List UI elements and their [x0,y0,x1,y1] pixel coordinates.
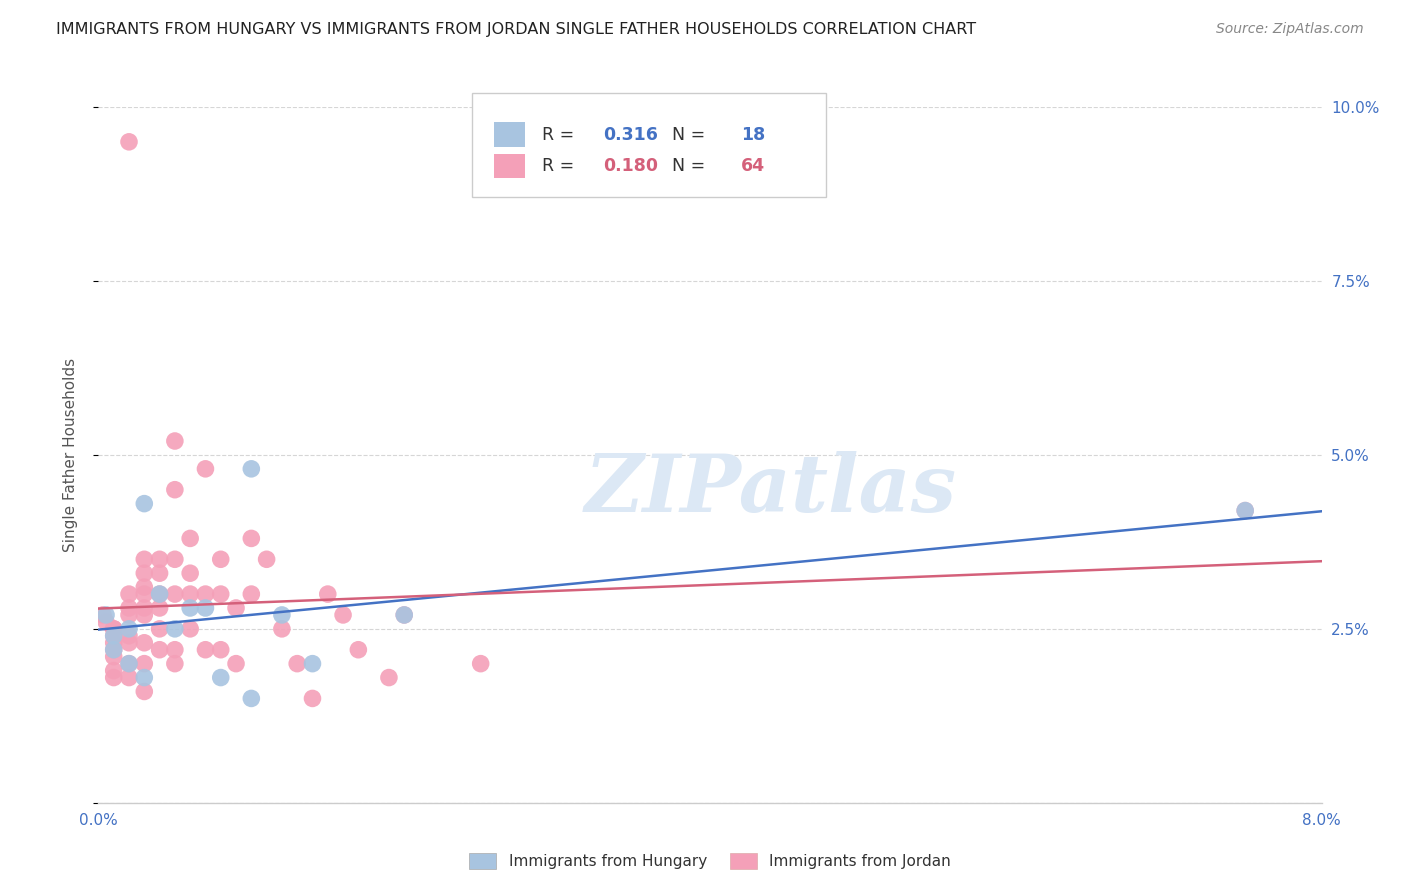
Point [91,607,114,622]
Point [134,552,156,566]
Point [134,580,156,594]
Point [194,642,217,657]
Point [134,607,156,622]
Point [118,629,141,643]
Point [134,684,156,698]
Text: 18: 18 [741,126,765,144]
Point [163,642,186,657]
Text: N =: N = [661,157,711,175]
Point [179,622,201,636]
Point [149,587,172,601]
Point [240,532,263,546]
Point [270,607,294,622]
Point [118,636,141,650]
Point [118,657,141,671]
Point [103,622,125,636]
Point [225,657,247,671]
Point [179,587,201,601]
Point [209,671,232,685]
Point [270,622,294,636]
Point [347,642,370,657]
Point [163,552,186,566]
Point [149,622,172,636]
Point [179,566,201,581]
Point [179,532,201,546]
Point [1234,503,1257,517]
Point [1234,503,1257,517]
Legend: Immigrants from Hungary, Immigrants from Jordan: Immigrants from Hungary, Immigrants from… [463,847,957,875]
Point [179,601,201,615]
Point [209,552,232,566]
Point [392,607,416,622]
Point [134,601,156,615]
Point [103,664,125,678]
Point [103,642,125,657]
Point [149,642,172,657]
FancyBboxPatch shape [494,122,526,146]
Point [134,657,156,671]
Text: Source: ZipAtlas.com: Source: ZipAtlas.com [1216,22,1364,37]
Point [332,607,354,622]
Point [163,657,186,671]
Point [118,671,141,685]
Point [103,622,125,636]
Point [194,462,217,476]
Point [256,552,278,566]
Point [392,607,416,622]
Point [378,671,401,685]
Text: R =: R = [543,157,581,175]
Point [134,497,156,511]
Text: 0.180: 0.180 [603,157,658,175]
Point [118,135,141,149]
Point [163,483,186,497]
Point [209,587,232,601]
Point [149,587,172,601]
FancyBboxPatch shape [471,93,827,197]
Point [240,462,263,476]
Point [225,601,247,615]
Text: 0.316: 0.316 [603,126,658,144]
Point [163,587,186,601]
Text: IMMIGRANTS FROM HUNGARY VS IMMIGRANTS FROM JORDAN SINGLE FATHER HOUSEHOLDS CORRE: IMMIGRANTS FROM HUNGARY VS IMMIGRANTS FR… [56,22,976,37]
Point [94,615,117,629]
Point [118,587,141,601]
Text: R =: R = [543,126,581,144]
Point [103,629,125,643]
Point [118,657,141,671]
Point [209,642,232,657]
FancyBboxPatch shape [494,153,526,178]
Point [149,566,172,581]
Point [103,642,125,657]
Point [134,671,156,685]
Point [301,691,323,706]
Point [149,601,172,615]
Point [94,607,117,622]
Text: N =: N = [661,126,711,144]
Point [470,657,492,671]
Point [301,657,323,671]
Point [103,629,125,643]
Point [103,636,125,650]
Text: 64: 64 [741,157,765,175]
Point [103,671,125,685]
Y-axis label: Single Father Households: Single Father Households [63,358,77,552]
Point [316,587,339,601]
Point [103,649,125,664]
Point [118,622,141,636]
Point [118,607,141,622]
Point [240,691,263,706]
Point [163,434,186,448]
Point [163,622,186,636]
Point [194,601,217,615]
Point [118,601,141,615]
Point [240,587,263,601]
Point [134,566,156,581]
Point [149,552,172,566]
Text: ZIPatlas: ZIPatlas [585,451,957,528]
Point [134,636,156,650]
Point [134,587,156,601]
Point [194,587,217,601]
Point [285,657,308,671]
